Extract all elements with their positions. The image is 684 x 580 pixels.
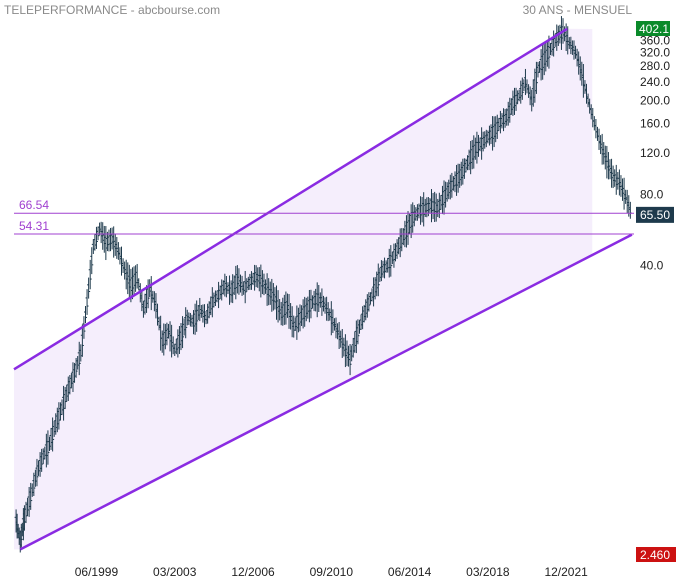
high-value-badge <box>636 21 670 36</box>
y-tick-label: 200.0 <box>640 94 670 108</box>
chart-source-title: TELEPERFORMANCE - abcbourse.com <box>4 3 221 17</box>
last-value-badge <box>636 206 674 223</box>
x-tick-label: 03/2018 <box>466 565 510 579</box>
low-value-label: 2.460 <box>640 548 670 562</box>
x-tick-label: 09/2010 <box>310 565 354 579</box>
high-value-label: 402.1 <box>639 22 669 36</box>
y-tick-label: 320.0 <box>640 45 670 59</box>
x-tick-label: 12/2021 <box>544 565 588 579</box>
x-tick-label: 06/1999 <box>75 565 119 579</box>
level-label: 66.54 <box>19 198 49 212</box>
x-tick-label: 06/2014 <box>388 565 432 579</box>
y-tick-label: 360.0 <box>640 33 670 47</box>
upper-channel-line <box>13 27 568 371</box>
last-value-label: 65.50 <box>640 208 670 222</box>
y-tick-label: 240.0 <box>640 75 670 89</box>
y-tick-label: 280.0 <box>640 59 670 73</box>
level-label: 54.31 <box>19 219 49 233</box>
channel-fill-area <box>14 28 593 550</box>
x-tick-label: 03/2003 <box>153 565 197 579</box>
y-tick-label: 120.0 <box>640 146 670 160</box>
low-value-badge <box>636 547 676 562</box>
y-tick-label: 40.0 <box>640 258 664 272</box>
y-tick-label: 160.0 <box>640 116 670 130</box>
chart-period-label: 30 ANS - MENSUEL <box>522 3 632 17</box>
x-tick-label: 12/2006 <box>231 565 275 579</box>
lower-channel-line <box>19 233 633 551</box>
y-tick-label: 80.0 <box>640 187 664 201</box>
